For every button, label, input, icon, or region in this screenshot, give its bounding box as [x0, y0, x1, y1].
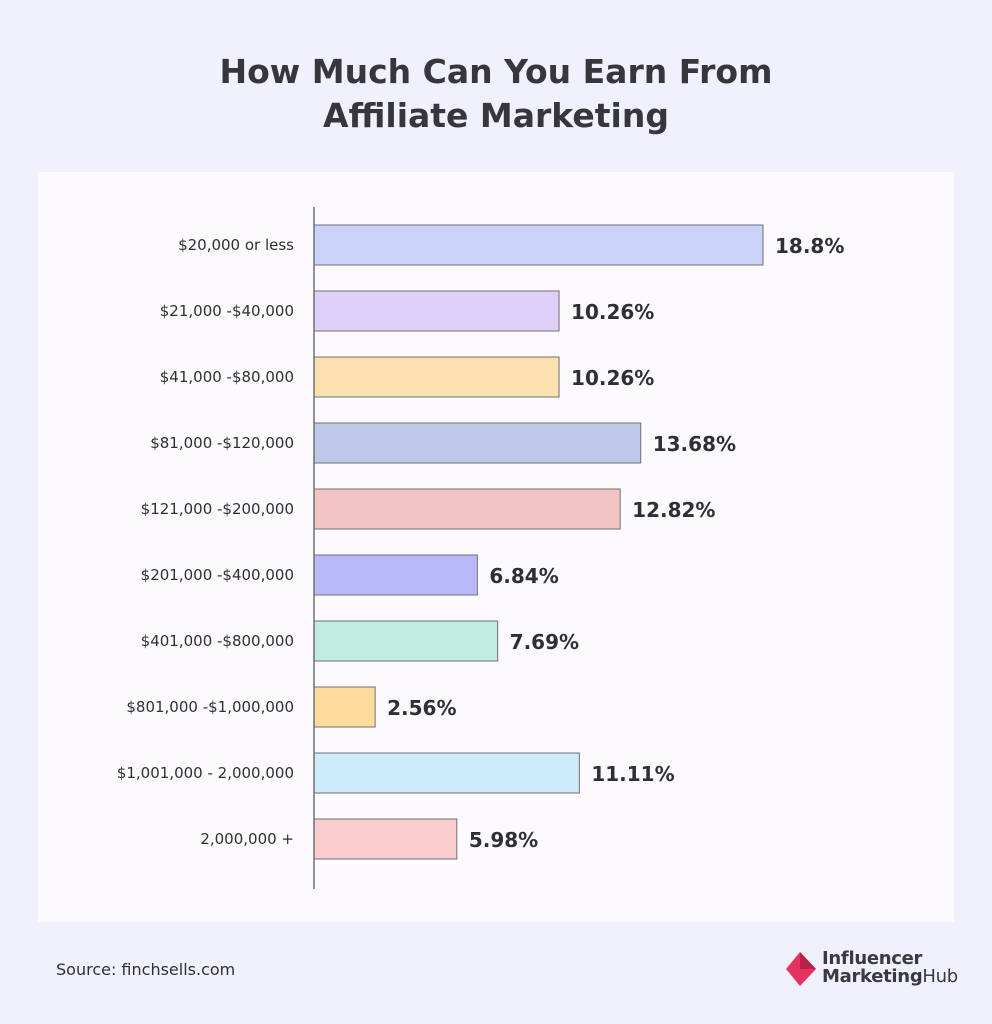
data-label-8: 2.56% [387, 696, 456, 720]
brand-name-line-1: Influencer [822, 948, 923, 969]
data-label-7: 7.69% [510, 630, 579, 654]
chart-title-line-1: How Much Can You Earn From [219, 52, 773, 91]
category-label-3: $41,000 -$80,000 [160, 368, 294, 386]
data-label-6: 6.84% [489, 564, 558, 588]
brand-name-bold: Marketing [822, 966, 923, 987]
data-label-5: 12.82% [632, 498, 715, 522]
data-label-9: 11.11% [591, 762, 674, 786]
category-label-2: $21,000 -$40,000 [160, 302, 294, 320]
bar-9 [313, 752, 580, 794]
data-label-4: 13.68% [653, 432, 736, 456]
category-label-1: $20,000 or less [178, 236, 294, 254]
category-label-5: $121,000 -$200,000 [141, 500, 294, 518]
brand-diamond-icon [786, 952, 816, 986]
bar-1 [313, 224, 764, 266]
chart-title-line-2: Affiliate Marketing [323, 96, 669, 135]
data-label-2: 10.26% [571, 300, 654, 324]
bar-8 [313, 686, 376, 728]
category-label-10: 2,000,000 + [200, 830, 294, 848]
category-label-8: $801,000 -$1,000,000 [126, 698, 294, 716]
bar-7 [313, 620, 499, 662]
data-label-1: 18.8% [775, 234, 844, 258]
bar-3 [313, 356, 560, 398]
bar-chart: $20,000 or less 18.8% $21,000 -$40,000 10.2… [117, 207, 844, 889]
brand-name-rest: Hub [922, 966, 958, 987]
chart-panel: $20,000 or less 18.8% $21,000 -$40,000 10.2… [38, 172, 954, 922]
source-note: Source: finchsells.com [56, 960, 236, 979]
category-label-4: $81,000 -$120,000 [150, 434, 294, 452]
category-label-7: $401,000 -$800,000 [141, 632, 294, 650]
bar-6 [313, 554, 478, 596]
bar-10 [313, 818, 458, 860]
category-label-9: $1,001,000 - 2,000,000 [117, 764, 294, 782]
bar-4 [313, 422, 642, 464]
chart-title: How Much Can You Earn From Affiliate Mar… [0, 50, 992, 138]
data-label-3: 10.26% [571, 366, 654, 390]
brand-logo: Influencer MarketingHub [786, 948, 958, 990]
category-label-6: $201,000 -$400,000 [141, 566, 294, 584]
brand-name-line-2: MarketingHub [822, 966, 958, 987]
bar-2 [313, 290, 560, 332]
bar-5 [313, 488, 621, 530]
data-label-10: 5.98% [469, 828, 538, 852]
